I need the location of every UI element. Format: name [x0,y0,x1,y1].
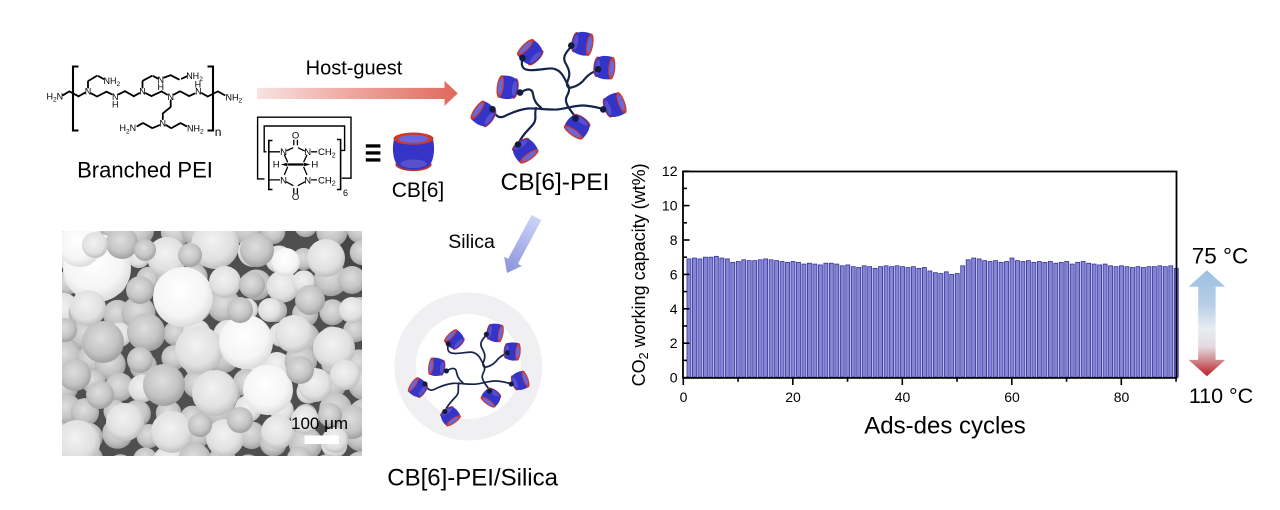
svg-text:O: O [292,131,299,142]
svg-text:Silica: Silica [448,231,495,253]
svg-text:NH2​: NH2​ [226,92,243,104]
svg-text:N: N [85,87,92,97]
svg-text:NH2​: NH2​ [187,123,204,135]
svg-text:60: 60 [1004,389,1020,405]
svg-text:NH2​: NH2​ [104,76,121,88]
svg-text:80: 80 [1114,389,1130,405]
svg-text:CB[6]-PEI/Silica: CB[6]-PEI/Silica [387,465,558,492]
svg-text:O: O [292,192,299,203]
svg-text:Host-guest: Host-guest [306,58,403,80]
svg-text:CB[6]-PEI: CB[6]-PEI [501,169,610,196]
svg-text:N: N [160,119,167,129]
svg-text:6: 6 [670,266,678,282]
svg-text:H2​N: H2​N [120,123,137,135]
svg-text:N: N [304,175,311,186]
svg-text:N: N [158,75,165,85]
svg-text:NH2​: NH2​ [186,71,203,83]
svg-text:N: N [168,92,175,102]
svg-text:100 μm: 100 μm [291,414,348,433]
svg-text:12: 12 [662,163,678,179]
svg-text:75 °C: 75 °C [1192,244,1249,269]
svg-text:20: 20 [785,389,801,405]
svg-text:H: H [311,160,318,171]
svg-text:H: H [273,160,280,171]
svg-text:0: 0 [670,370,678,386]
svg-text:N: N [304,147,311,158]
svg-text:N: N [195,87,202,97]
svg-text:H2​N: H2​N [47,91,64,103]
svg-text:Ads-des cycles: Ads-des cycles [864,413,1025,440]
svg-text:N: N [139,87,146,97]
svg-text:0: 0 [680,389,688,405]
svg-text:CH2​: CH2​ [318,175,336,187]
svg-text:8: 8 [670,232,678,248]
svg-text:CB[6]: CB[6] [392,179,445,202]
svg-text:40: 40 [895,389,911,405]
svg-text:N: N [280,175,287,186]
svg-text:6: 6 [343,188,348,198]
svg-text:Branched PEI: Branched PEI [77,158,213,183]
svg-text:4: 4 [670,301,678,317]
svg-text:N: N [112,92,119,102]
svg-text:N: N [280,147,287,158]
svg-text:n: n [215,125,222,139]
svg-text:H: H [195,80,202,90]
svg-text:110 °C: 110 °C [1189,384,1253,408]
svg-text:CO2​ working capacity (wt%): CO2​ working capacity (wt%) [629,163,651,386]
svg-text:2: 2 [670,335,678,351]
svg-text:CH2​: CH2​ [318,147,336,159]
svg-text:10: 10 [662,198,678,214]
svg-text:H: H [112,99,119,109]
svg-text:H: H [158,82,165,92]
